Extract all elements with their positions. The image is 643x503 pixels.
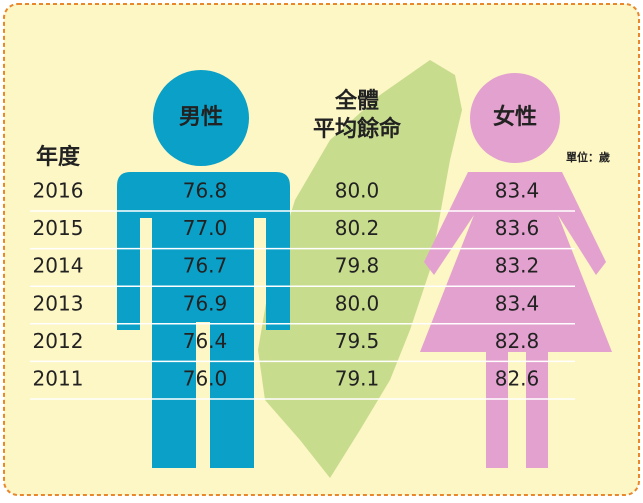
year-cell: 2015: [33, 216, 84, 240]
total-cell: 79.8: [335, 254, 380, 278]
male-cell: 76.4: [183, 329, 228, 353]
female-cell: 83.2: [495, 254, 540, 278]
unit-label: 單位：歲: [566, 150, 610, 164]
total-cell: 79.5: [335, 329, 380, 353]
female-cell: 82.8: [495, 329, 540, 353]
female-header: 女性: [493, 104, 537, 130]
total-header: 全體: [334, 88, 379, 114]
male-header: 男性: [179, 105, 223, 130]
total-cell: 79.1: [335, 367, 380, 391]
total-cell: 80.0: [335, 179, 380, 203]
year-cell: 2011: [33, 367, 84, 391]
year-cell: 2014: [33, 254, 84, 278]
year-cell: 2013: [33, 291, 84, 315]
male-cell: 77.0: [183, 216, 228, 240]
total-header: 平均餘命: [313, 116, 402, 142]
male-cell: 76.8: [183, 179, 228, 203]
male-cell: 76.9: [183, 291, 228, 315]
female-cell: 83.4: [495, 291, 540, 315]
year-cell: 2012: [33, 329, 84, 353]
male-figure: [117, 70, 290, 468]
year-header: 年度: [36, 144, 81, 170]
male-cell: 76.0: [183, 367, 228, 391]
female-figure: [420, 73, 612, 468]
male-cell: 76.7: [183, 254, 228, 278]
total-cell: 80.2: [335, 216, 380, 240]
year-cell: 2016: [33, 179, 84, 203]
table: 2016 76.8 80.0 83.4 2015 77.0 80.2 83.6 2014 76.7…: [30, 179, 575, 400]
taiwan-map: [258, 60, 462, 478]
total-cell: 80.0: [335, 291, 380, 315]
female-cell: 82.6: [495, 367, 540, 391]
female-cell: 83.4: [495, 179, 540, 203]
female-cell: 83.6: [495, 216, 540, 240]
